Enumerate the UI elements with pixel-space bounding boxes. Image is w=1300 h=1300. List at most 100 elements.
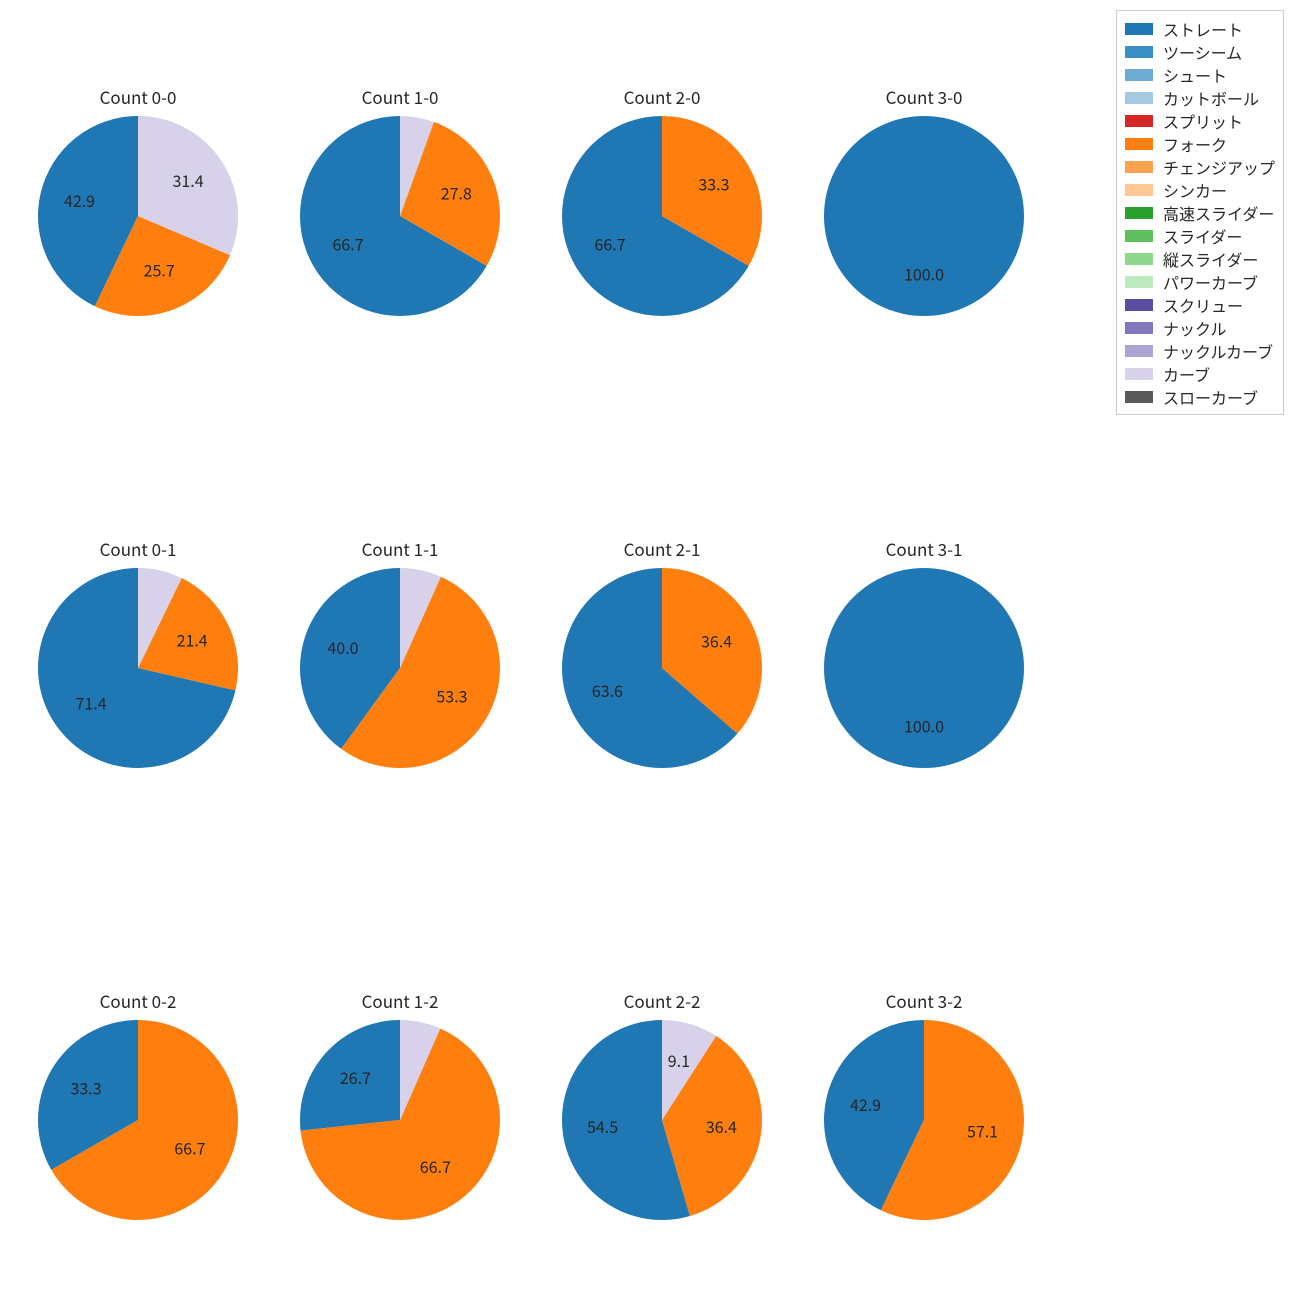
legend-label: スプリット xyxy=(1163,109,1243,133)
pie-slice-label: 36.4 xyxy=(706,1114,737,1138)
legend-label: 縦スライダー xyxy=(1163,247,1258,271)
legend-label: ナックル xyxy=(1163,316,1227,340)
subplot-title: Count 0-2 xyxy=(38,988,238,1013)
legend-label: ツーシーム xyxy=(1163,40,1242,64)
legend-swatch xyxy=(1125,184,1153,196)
subplot-title: Count 3-0 xyxy=(824,84,1024,109)
pie-slice-label: 71.4 xyxy=(76,691,107,715)
legend-label: カーブ xyxy=(1163,362,1210,386)
pie-chart: 71.4 21.4 xyxy=(38,568,238,768)
legend-item: チェンジアップ xyxy=(1125,155,1275,178)
pie-slice-label: 31.4 xyxy=(172,168,203,192)
legend-label: シュート xyxy=(1163,63,1227,87)
legend-label: 高速スライダー xyxy=(1163,201,1274,225)
pie-slice-label: 66.7 xyxy=(333,231,364,255)
pie-slice-label: 54.5 xyxy=(587,1114,618,1138)
legend-item: ツーシーム xyxy=(1125,40,1275,63)
legend-item: 縦スライダー xyxy=(1125,247,1275,270)
pie-subplot-01: Count 0-171.421.4 xyxy=(38,568,238,768)
legend-swatch xyxy=(1125,23,1153,35)
legend-label: シンカー xyxy=(1163,178,1227,202)
legend-item: スクリュー xyxy=(1125,293,1275,316)
legend-swatch xyxy=(1125,230,1153,242)
pie-slice-label: 33.3 xyxy=(698,171,729,195)
pie-chart: 54.5 36.4 9.1 xyxy=(562,1020,762,1220)
legend-item: シンカー xyxy=(1125,178,1275,201)
pie-chart: 33.366.7 xyxy=(38,1020,238,1220)
subplot-title: Count 0-0 xyxy=(38,84,238,109)
pie-grid-figure: Count 0-0 42.9 25.7 31.4 Count 1-066.727.8 Co… xyxy=(0,0,1300,1300)
pie-slice-label: 42.9 xyxy=(64,188,95,212)
pie-chart: 100.0 xyxy=(824,568,1024,768)
pie-slice-label: 9.1 xyxy=(668,1048,690,1072)
legend-label: フォーク xyxy=(1163,132,1227,156)
legend-swatch xyxy=(1125,69,1153,81)
pie-slice-label: 53.3 xyxy=(436,683,467,707)
pie-subplot-02: Count 0-233.366.7 xyxy=(38,1020,238,1220)
pie-chart: 63.6 36.4 xyxy=(562,568,762,768)
legend-swatch xyxy=(1125,299,1153,311)
legend: ストレートツーシームシュートカットボールスプリットフォークチェンジアップシンカー… xyxy=(1116,10,1284,415)
subplot-title: Count 2-0 xyxy=(562,84,762,109)
subplot-title: Count 1-1 xyxy=(300,536,500,561)
subplot-title: Count 3-1 xyxy=(824,536,1024,561)
legend-label: スローカーブ xyxy=(1163,385,1258,409)
legend-swatch xyxy=(1125,138,1153,150)
legend-item: ナックル xyxy=(1125,316,1275,339)
subplot-title: Count 0-1 xyxy=(38,536,238,561)
pie-subplot-32: Count 3-242.957.1 xyxy=(824,1020,1024,1220)
legend-label: スクリュー xyxy=(1163,293,1243,317)
subplot-title: Count 2-1 xyxy=(562,536,762,561)
pie-subplot-31: Count 3-1100.0 xyxy=(824,568,1024,768)
legend-label: カットボール xyxy=(1163,86,1259,110)
pie-chart: 42.9 25.7 31.4 xyxy=(38,116,238,316)
legend-swatch xyxy=(1125,276,1153,288)
pie-slice-label: 63.6 xyxy=(592,678,623,702)
legend-item: カーブ xyxy=(1125,362,1275,385)
pie-slice-label: 42.9 xyxy=(850,1092,881,1116)
pie-slice-label: 25.7 xyxy=(144,257,175,281)
pie-slice xyxy=(824,568,1024,768)
legend-item: 高速スライダー xyxy=(1125,201,1275,224)
legend-swatch xyxy=(1125,207,1153,219)
pie-chart: 100.0 xyxy=(824,116,1024,316)
pie-subplot-22: Count 2-254.536.49.1 xyxy=(562,1020,762,1220)
subplot-title: Count 3-2 xyxy=(824,988,1024,1013)
pie-slice-label: 100.0 xyxy=(904,261,944,285)
pie-subplot-30: Count 3-0100.0 xyxy=(824,116,1024,316)
pie-slice-label: 66.7 xyxy=(174,1135,205,1159)
legend-item: カットボール xyxy=(1125,86,1275,109)
legend-label: パワーカーブ xyxy=(1163,270,1258,294)
legend-label: チェンジアップ xyxy=(1163,155,1275,179)
subplot-title: Count 2-2 xyxy=(562,988,762,1013)
legend-swatch xyxy=(1125,391,1153,403)
legend-swatch xyxy=(1125,92,1153,104)
legend-swatch xyxy=(1125,345,1153,357)
pie-slice-label: 36.4 xyxy=(701,628,732,652)
legend-swatch xyxy=(1125,161,1153,173)
pie-chart: 40.053.3 xyxy=(300,568,500,768)
pie-slice-label: 100.0 xyxy=(904,713,944,737)
legend-item: フォーク xyxy=(1125,132,1275,155)
pie-subplot-12: Count 1-226.766.7 xyxy=(300,1020,500,1220)
pie-slice-label: 21.4 xyxy=(177,627,208,651)
legend-swatch xyxy=(1125,253,1153,265)
legend-item: シュート xyxy=(1125,63,1275,86)
legend-swatch xyxy=(1125,46,1153,58)
legend-swatch xyxy=(1125,115,1153,127)
pie-chart: 66.733.3 xyxy=(562,116,762,316)
pie-slice-label: 57.1 xyxy=(967,1119,998,1143)
legend-label: スライダー xyxy=(1163,224,1242,248)
pie-subplot-20: Count 2-066.733.3 xyxy=(562,116,762,316)
pie-subplot-21: Count 2-163.636.4 xyxy=(562,568,762,768)
legend-label: ストレート xyxy=(1163,17,1243,41)
legend-item: スライダー xyxy=(1125,224,1275,247)
pie-slice-label: 66.7 xyxy=(420,1154,451,1178)
legend-item: ナックルカーブ xyxy=(1125,339,1275,362)
legend-item: パワーカーブ xyxy=(1125,270,1275,293)
pie-subplot-11: Count 1-140.053.3 xyxy=(300,568,500,768)
pie-chart: 42.9 57.1 xyxy=(824,1020,1024,1220)
pie-subplot-10: Count 1-066.727.8 xyxy=(300,116,500,316)
legend-swatch xyxy=(1125,368,1153,380)
subplot-title: Count 1-0 xyxy=(300,84,500,109)
